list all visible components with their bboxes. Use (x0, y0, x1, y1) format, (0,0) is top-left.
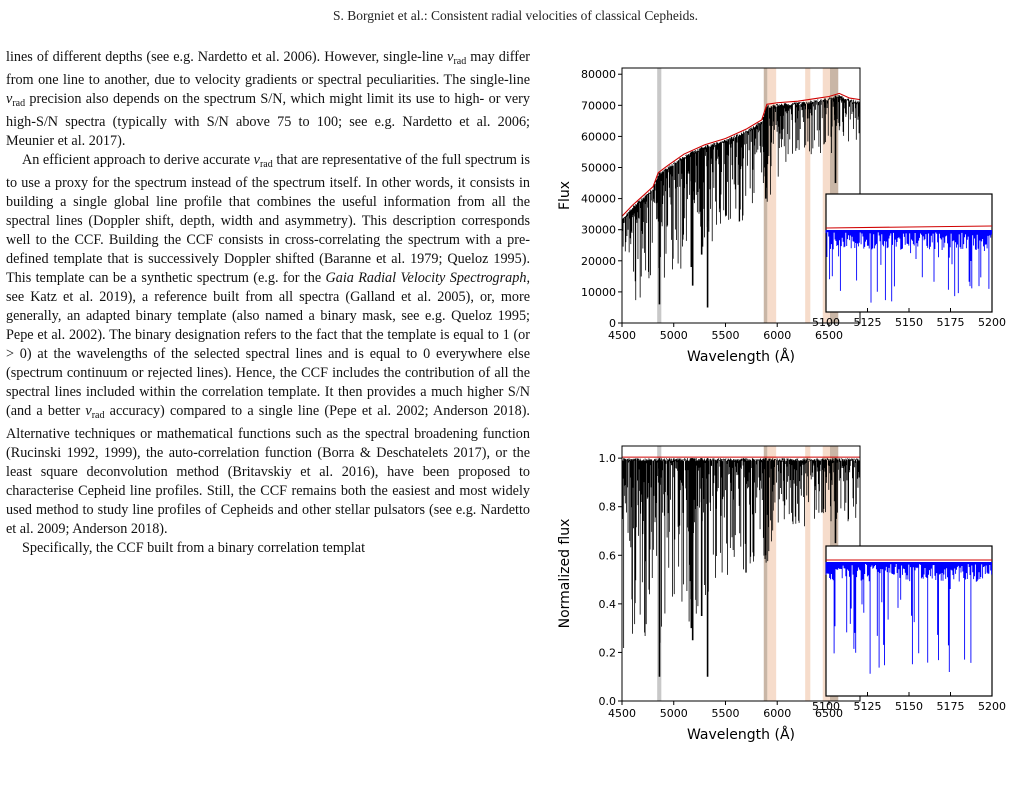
running-header: S. Borgniet et al.: Consistent radial ve… (333, 8, 698, 23)
vrad-symbol: vrad (85, 403, 105, 422)
x-tick-label: 4500 (608, 329, 636, 342)
vrad-v: v (85, 403, 92, 420)
inset-x-tick-label: 5150 (895, 316, 923, 329)
vrad-subscript: rad (91, 410, 105, 422)
y-tick-label: 30000 (581, 224, 616, 237)
inset-x-tick-label: 5175 (937, 700, 965, 713)
vrad-subscript: rad (12, 98, 26, 110)
x-axis-label: Wavelength (Å) (687, 348, 795, 365)
y-tick-label: 70000 (581, 99, 616, 112)
text-run: Specifically, the CCF built from a binar… (22, 540, 366, 557)
text-run: An efficient approach to derive accurate (22, 152, 254, 169)
inset-x-tick-label: 5125 (854, 700, 882, 713)
text-run: lines of different depths (see e.g. Nard… (6, 49, 448, 65)
continuum-fit-line (621, 92, 861, 217)
highlight-band (767, 68, 777, 323)
inset-fit-line (825, 225, 993, 229)
y-axis-label: Normalized flux (557, 519, 573, 629)
paragraph: An efficient approach to derive accurate… (6, 151, 530, 539)
x-axis-label: Wavelength (Å) (687, 726, 795, 743)
y-tick-label: 80000 (581, 68, 616, 81)
y-tick-label: 0.8 (599, 501, 617, 514)
y-tick-label: 40000 (581, 193, 616, 206)
figure-normalized-flux: 4500 5000 5500 6000 6500 0.0 0.2 0.4 0.6 0.8 1.0 Wa… (557, 445, 1006, 743)
text-run: , see Katz et al. 2019), a reference bui… (6, 270, 530, 420)
x-tick-label: 6000 (763, 707, 791, 720)
y-tick-label: 20000 (581, 255, 616, 268)
inset-x-tick-label: 5200 (978, 700, 1006, 713)
y-tick-label: 60000 (581, 130, 616, 143)
y-tick-label: 0.2 (599, 646, 617, 659)
vrad-symbol: vrad (253, 152, 273, 171)
text-run: accuracy) compared to a single line (Pep… (6, 403, 530, 538)
y-tick-label: 0.4 (599, 598, 617, 611)
inset-panel: 5100 5125 5150 5175 5200 (812, 193, 1006, 329)
y-axis-label: Flux (557, 181, 573, 210)
inset-panel: 5100 5125 5150 5175 5200 (812, 545, 1006, 713)
highlight-band (805, 68, 811, 323)
italic-run: Gaia Radial Velocity Spectrograph (325, 270, 527, 287)
vrad-subscript: rad (453, 56, 467, 67)
text-run: may differ from one line to another, due… (6, 49, 530, 89)
x-tick-label: 5000 (660, 707, 688, 720)
vrad-symbol: vrad (447, 49, 467, 67)
paragraph: lines of different depths (see e.g. Nard… (6, 48, 530, 151)
figure-flux: 4500 5000 5500 6000 6500 0 10000 20000 30000 4000… (557, 67, 1006, 365)
inset-x-tick-label: 5150 (895, 700, 923, 713)
highlight-band (767, 446, 777, 701)
y-tick-label: 0.6 (599, 549, 617, 562)
vrad-v: v (253, 152, 260, 169)
y-tick-label: 1.0 (599, 452, 617, 465)
paragraph: Specifically, the CCF built from a binar… (6, 539, 530, 558)
vrad-v: v (447, 49, 454, 65)
y-tick-label: 0 (609, 317, 616, 330)
y-tick-label: 50000 (581, 162, 616, 175)
x-tick-label: 6500 (815, 707, 843, 720)
inset-spectrum (825, 562, 993, 674)
inset-spectrum (825, 230, 993, 303)
x-tick-label: 5000 (660, 329, 688, 342)
y-tick-label: 10000 (581, 286, 616, 299)
inset-frame (825, 193, 993, 313)
vrad-symbol: vrad (6, 91, 26, 110)
text-column: lines of different depths (see e.g. Nard… (6, 48, 530, 558)
text-run: preci­sion also depends on the spectrum … (6, 91, 530, 150)
x-tick-label: 6000 (763, 329, 791, 342)
inset-x-tick-label: 5125 (854, 316, 882, 329)
inset-x-tick-label: 5100 (812, 316, 840, 329)
vrad-v: v (6, 91, 13, 108)
x-tick-label: 5500 (711, 707, 739, 720)
x-tick-label: 6500 (815, 329, 843, 342)
vrad-subscript: rad (259, 159, 273, 171)
inset-x-tick-label: 5100 (812, 700, 840, 713)
y-tick-label: 0.0 (599, 695, 617, 708)
x-tick-label: 4500 (608, 707, 636, 720)
x-tick-label: 5500 (711, 329, 739, 342)
text-run: that are repre­sentative of the full spe… (6, 152, 531, 287)
inset-x-tick-label: 5200 (978, 316, 1006, 329)
inset-x-tick-label: 5175 (937, 316, 965, 329)
highlight-band (763, 446, 768, 701)
highlight-band (805, 446, 811, 701)
